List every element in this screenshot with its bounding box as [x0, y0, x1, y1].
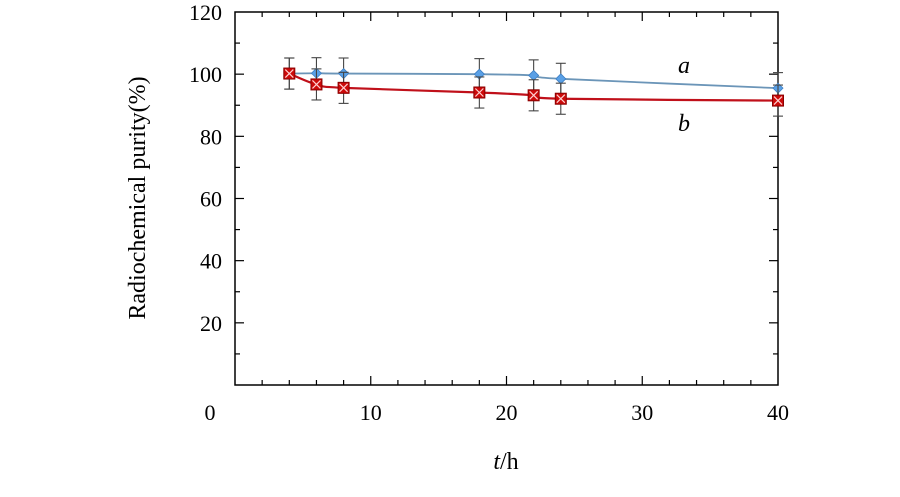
marker-cross [312, 79, 321, 89]
y-axis-title: Radiochemical purity(%) [125, 76, 151, 319]
series-b [283, 57, 784, 117]
marker-cross [284, 69, 294, 78]
y-tick-label: 100 [189, 62, 222, 87]
x-axis-title-italic: t [493, 449, 501, 475]
data-point-b [310, 78, 323, 91]
x-tick-label: 40 [767, 400, 789, 425]
y-tick-label: 40 [200, 249, 222, 274]
series-layer [283, 57, 784, 117]
data-point-b [772, 94, 784, 107]
y-tick-label: 60 [200, 187, 222, 212]
data-point-b [283, 67, 296, 80]
marker-cross [529, 90, 539, 100]
series-b-label: b [678, 111, 690, 137]
x-tick-label: 10 [360, 400, 382, 425]
axis-ticks [235, 12, 778, 385]
data-point-b [473, 86, 486, 99]
x-tick-label: 30 [631, 400, 653, 425]
y-tick-label: 20 [200, 311, 222, 336]
data-point-b [554, 92, 567, 105]
marker-cross [773, 96, 783, 106]
y-tick-label: 80 [200, 124, 222, 149]
data-point-b [527, 89, 540, 102]
data-point-a [555, 73, 567, 85]
x-axis-title-unit: /h [500, 449, 519, 475]
axis-tick-labels: 10 20 30 40 20 40 60 80 100 120 0 [189, 0, 789, 425]
marker-cross [474, 88, 484, 97]
series-a-label: a [678, 53, 690, 79]
marker-cross [556, 94, 566, 104]
data-point-a [528, 69, 540, 81]
y-tick-label: 120 [189, 0, 222, 25]
origin-label: 0 [205, 400, 216, 425]
x-axis-title: t/h [493, 449, 518, 475]
marker-cross [339, 83, 349, 93]
data-point-b [337, 81, 350, 94]
x-tick-label: 20 [496, 400, 518, 425]
